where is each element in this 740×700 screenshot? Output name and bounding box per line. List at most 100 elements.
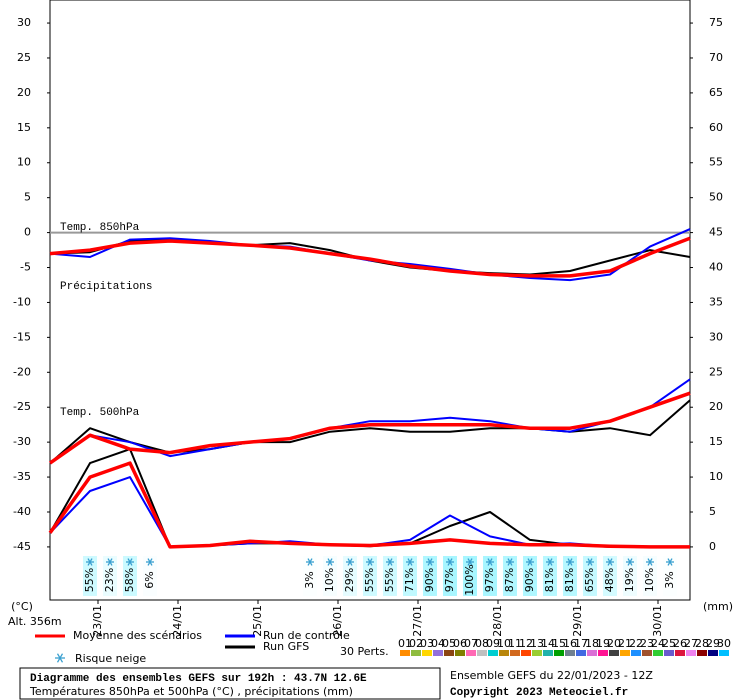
perturbation-swatch xyxy=(609,650,619,656)
y2-tick-label: 65 xyxy=(709,86,723,99)
y2-tick-label: 75 xyxy=(709,16,723,29)
snow-risk-label: 71% xyxy=(403,568,416,592)
y2-axis-label: (mm) xyxy=(703,600,733,613)
perturbation-swatch xyxy=(510,650,520,656)
perturbation-swatch xyxy=(576,650,586,656)
perturbation-swatch xyxy=(444,650,454,656)
snow-risk-label: 29% xyxy=(343,568,356,592)
snowflake-icon xyxy=(586,558,594,566)
perturbation-swatch xyxy=(433,650,443,656)
snowflake-stroke xyxy=(87,558,93,566)
perturbation-number: 16 xyxy=(563,637,577,650)
altitude: Alt. 356m xyxy=(8,615,62,628)
snow-risk-label: 23% xyxy=(103,568,116,592)
snow-risk-box xyxy=(83,556,97,596)
series-line xyxy=(48,391,691,465)
y2-tick-label: 50 xyxy=(709,191,723,204)
snow-risk-label: 87% xyxy=(503,568,516,592)
perturbation-swatch xyxy=(521,650,531,656)
legend-label: Run GFS xyxy=(263,640,309,653)
perturbation-number: 18 xyxy=(585,637,599,650)
perturbation-number: 24 xyxy=(651,637,665,650)
snowflake-icon xyxy=(666,558,674,566)
perturbation-number: 20 xyxy=(607,637,621,650)
perturbation-number: 28 xyxy=(695,637,709,650)
y2-tick-label: 35 xyxy=(709,295,723,308)
y2-tick-label: 20 xyxy=(709,400,723,413)
y-tick-label: 0 xyxy=(24,226,31,239)
perturbation-swatch xyxy=(642,650,652,656)
perturbation-number: 12 xyxy=(519,637,533,650)
perturbation-number: 06 xyxy=(453,637,467,650)
perturbation-swatch xyxy=(455,650,465,656)
perturbation-number: 09 xyxy=(486,637,500,650)
perturbation-swatch xyxy=(697,650,707,656)
y-tick-label: 30 xyxy=(17,16,31,29)
snowflake-icon xyxy=(626,558,634,566)
perturbation-swatch xyxy=(400,650,410,656)
y-tick-label: -25 xyxy=(13,400,31,413)
perturbation-swatch xyxy=(587,650,597,656)
perturbation-number: 17 xyxy=(574,637,588,650)
perturbation-number: 30 xyxy=(717,637,731,650)
snowflake-icon xyxy=(606,558,614,566)
annotation: Temp. 500hPa xyxy=(60,407,140,419)
snowflake-stroke xyxy=(547,558,553,566)
snowflake-icon xyxy=(126,558,134,566)
snow-risk-box xyxy=(523,556,537,596)
snow-risk-box xyxy=(603,556,617,596)
snow-risk-label: 10% xyxy=(323,568,336,592)
snow-risk-label: 97% xyxy=(483,568,496,592)
snow-risk-box xyxy=(623,556,637,596)
snowflake-stroke xyxy=(507,558,513,566)
y-tick-label: 5 xyxy=(24,191,31,204)
snow-risk-label: 3% xyxy=(303,571,316,588)
perturbation-swatch xyxy=(708,650,718,656)
x-tick-label: 27/01 xyxy=(411,605,424,637)
snowflake-stroke xyxy=(427,558,433,566)
y2-tick-label: 5 xyxy=(709,505,716,518)
y-tick-label: -20 xyxy=(13,365,31,378)
snow-risk-label: 10% xyxy=(643,568,656,592)
perturbation-swatch xyxy=(411,650,421,656)
y2-tick-label: 45 xyxy=(709,226,723,239)
perturbation-swatch xyxy=(488,650,498,656)
perturbation-swatch xyxy=(620,650,630,656)
snowflake-icon xyxy=(526,558,534,566)
perturbation-swatch xyxy=(631,650,641,656)
snowflake-icon xyxy=(466,558,474,566)
snowflake-icon xyxy=(566,558,574,566)
y-tick-label: 20 xyxy=(17,86,31,99)
perturbation-swatch xyxy=(598,650,608,656)
snow-risk-label: 55% xyxy=(383,568,396,592)
snow-risk-box xyxy=(583,556,597,596)
legend-label: Moyenne des scénarios xyxy=(73,629,202,642)
snowflake-stroke xyxy=(347,558,353,566)
snow-risk-box xyxy=(123,556,137,596)
plot-frame xyxy=(49,0,691,601)
snowflake-stroke xyxy=(447,558,453,566)
perturbation-swatch xyxy=(499,650,509,656)
snow-risk-label: 6% xyxy=(143,571,156,588)
perturbation-number: 23 xyxy=(640,637,654,650)
perturbation-number: 04 xyxy=(431,637,445,650)
legend-label: Run de contrôle xyxy=(263,629,350,642)
snowflake-icon xyxy=(326,558,334,566)
perturbation-swatch xyxy=(532,650,542,656)
snowflake-stroke xyxy=(367,558,373,566)
snow-risk-box xyxy=(503,556,517,596)
series-line xyxy=(49,236,691,278)
snowflake-stroke xyxy=(607,558,613,566)
snowflake-stroke xyxy=(567,558,573,566)
snow-risk-label: 65% xyxy=(583,568,596,592)
perturbation-number: 15 xyxy=(552,637,566,650)
y-axis-label: (°C) xyxy=(11,600,33,613)
perturbation-swatch xyxy=(675,650,685,656)
snow-risk-box xyxy=(363,556,377,596)
footer-box xyxy=(19,667,441,700)
y-tick-label: 25 xyxy=(17,51,31,64)
perturbation-number: 26 xyxy=(673,637,687,650)
y-tick-label: -45 xyxy=(13,540,31,553)
perturbation-swatch xyxy=(477,650,487,656)
